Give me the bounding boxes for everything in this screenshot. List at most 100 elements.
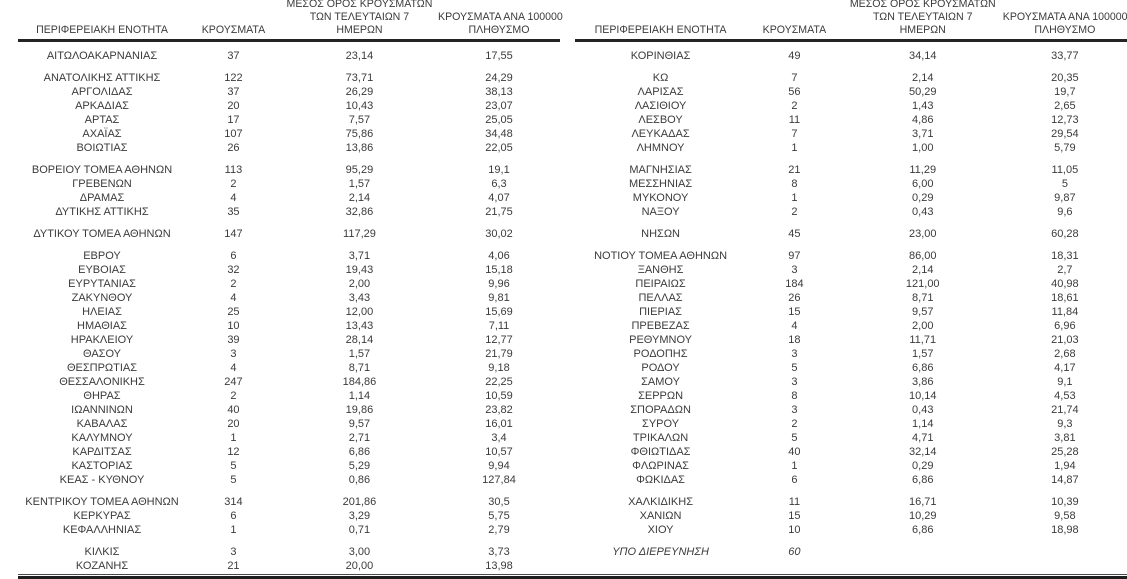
table-row: ΚΕΝΤΡΙΚΟΥ ΤΟΜΕΑ ΑΘΗΝΩΝ 314 201,86 30,5 (18, 495, 560, 509)
table-row: ΖΑΚΥΝΘΟΥ 4 3,43 9,81 (18, 291, 560, 305)
cell-region: ΜΑΓΝΗΣΙΑΣ (629, 164, 692, 176)
cell-avg7: 32,14 (908, 446, 937, 458)
cell-avg7: 10,43 (345, 100, 374, 112)
cell-cases: 184 (785, 278, 804, 290)
cell-per100k: 11,05 (1051, 164, 1079, 176)
cell-region: ΚΕΝΤΡΙΚΟΥ ΤΟΜΕΑ ΑΘΗΝΩΝ (25, 496, 179, 508)
cell-per100k: 15,69 (485, 306, 513, 318)
cell-per100k: 17,55 (485, 50, 513, 62)
cell-region: ΕΥΡΥΤΑΝΙΑΣ (68, 278, 136, 290)
table-row: ΣΥΡΟΥ 2 1,14 9,3 (575, 417, 1127, 431)
cell-cases: 2 (230, 178, 237, 190)
cell-region: ΓΡΕΒΕΝΩΝ (72, 178, 132, 190)
cell-avg7: 1,57 (348, 348, 371, 360)
cell-cases: 15 (788, 306, 801, 318)
cell-cases: 21 (788, 164, 801, 176)
cell-region: ΔΥΤΙΚΗΣ ΑΤΤΙΚΗΣ (55, 206, 149, 218)
cell-per100k: 16,01 (485, 418, 513, 430)
cell-region: ΠΙΕΡΙΑΣ (639, 306, 682, 318)
table-row: ΣΕΡΡΩΝ 8 10,14 4,53 (575, 389, 1127, 403)
cell-per100k: 13,98 (485, 560, 513, 572)
cell-avg7: 1,14 (912, 418, 934, 430)
cell-region: ΚΩ (652, 72, 669, 84)
table-row: ΑΡΤΑΣ 17 7,57 25,05 (18, 113, 560, 127)
table-row: ΤΡΙΚΑΛΩΝ 5 4,71 3,81 (575, 431, 1127, 445)
table-row: ΘΗΡΑΣ 2 1,14 10,59 (18, 389, 560, 403)
cell-per100k: 21,74 (1051, 404, 1079, 416)
cell-cases: 1 (230, 432, 237, 444)
cell-per100k: 18,98 (1051, 524, 1079, 536)
cell-cases: 4 (230, 292, 237, 304)
table-row: ΔΡΑΜΑΣ 4 2,14 4,07 (18, 191, 560, 205)
cell-avg7: 0,43 (912, 404, 934, 416)
cell-per100k: 10,57 (485, 446, 513, 458)
cell-region: ΑΡΚΑΔΙΑΣ (75, 100, 129, 112)
cell-cases: 37 (227, 86, 240, 98)
header-region: ΠΕΡΙΦΕΡΕΙΑΚΗ ΕΝΟΤΗΤΑ (594, 24, 727, 36)
right-table-header: ΠΕΡΙΦΕΡΕΙΑΚΗ ΕΝΟΤΗΤΑ ΚΡΟΥΣΜΑΤΑ ΜΕΣΟΣ ΟΡΟ… (575, 0, 1127, 42)
cell-region: ΚΟΖΑΝΗΣ (75, 560, 129, 572)
table-row: ΧΑΛΚΙΔΙΚΗΣ 11 16,71 10,39 (575, 495, 1127, 509)
cell-cases: 26 (788, 292, 801, 304)
table-row: ΦΩΚΙΔΑΣ 6 6,86 14,87 (575, 473, 1127, 487)
cell-avg7: 0,71 (348, 524, 371, 536)
cell-avg7: 10,14 (908, 390, 937, 402)
table-row: ΛΕΣΒΟΥ 11 4,86 12,73 (575, 113, 1127, 127)
header-avg7: ΜΕΣΟΣ ΟΡΟΣ ΚΡΟΥΣΜΑΤΩΝ ΤΩΝ ΤΕΛΕΥΤΑΙΩΝ 7 Η… (286, 0, 433, 36)
cell-per100k: 12,73 (1051, 114, 1079, 126)
cell-cases: 35 (227, 206, 240, 218)
cell-region: ΡΕΘΥΜΝΟΥ (629, 334, 692, 346)
table-row: ΡΕΘΥΜΝΟΥ 18 11,71 21,03 (575, 333, 1127, 347)
table-row: ΒΟΙΩΤΙΑΣ 26 13,86 22,05 (18, 141, 560, 155)
cell-region: ΚΟΡΙΝΘΙΑΣ (630, 50, 691, 62)
cell-per100k: 7,11 (488, 320, 510, 332)
cell-per100k: 29,54 (1051, 128, 1079, 140)
cell-avg7: 1,00 (912, 142, 934, 154)
cell-cases: 49 (788, 50, 801, 62)
cell-per100k: 21,03 (1051, 334, 1079, 346)
cell-cases: 6 (230, 510, 237, 522)
cell-cases: 21 (227, 560, 240, 572)
cell-region: ΚΑΡΔΙΤΣΑΣ (72, 446, 132, 458)
cell-avg7: 23,00 (908, 228, 937, 240)
table-row: ΗΛΕΙΑΣ 25 12,00 15,69 (18, 305, 560, 319)
cell-avg7: 6,86 (348, 446, 371, 458)
table-row: ΗΜΑΘΙΑΣ 10 13,43 7,11 (18, 319, 560, 333)
cell-region: ΣΠΟΡΑΔΩΝ (630, 404, 691, 416)
cell-cases: 314 (224, 496, 243, 508)
cell-region: ΞΑΝΘΗΣ (637, 264, 684, 276)
cell-per100k: 9,94 (488, 460, 510, 472)
cell-region: ΧΑΝΙΩΝ (639, 510, 682, 522)
cell-region: ΗΡΑΚΛΕΙΟΥ (70, 334, 134, 346)
cell-region: ΒΟΡΕΙΟΥ ΤΟΜΕΑ ΑΘΗΝΩΝ (31, 164, 173, 176)
bottom-rule-thin (18, 574, 1127, 575)
table-row: ΡΟΔΟΠΗΣ 3 1,57 2,68 (575, 347, 1127, 361)
cell-avg7: 95,29 (345, 164, 374, 176)
group-spacer (575, 155, 1127, 163)
table-row: ΝΟΤΙΟΥ ΤΟΜΕΑ ΑΘΗΝΩΝ 97 86,00 18,31 (575, 249, 1127, 263)
cell-region: ΛΗΜΝΟΥ (636, 142, 685, 154)
cell-region: ΠΕΛΛΑΣ (638, 292, 683, 304)
cell-region: ΑΧΑΪΑΣ (82, 128, 122, 140)
cell-cases: 12 (227, 446, 240, 458)
cell-region: ΜΕΣΣΗΝΙΑΣ (628, 178, 693, 190)
cell-avg7: 16,71 (908, 496, 937, 508)
cell-per100k: 4,17 (1054, 362, 1076, 374)
cell-region: ΛΕΥΚΑΔΑΣ (631, 128, 690, 140)
cell-region: ΕΥΒΟΙΑΣ (78, 264, 126, 276)
cell-region: ΠΡΕΒΕΖΑΣ (631, 320, 690, 332)
cell-region: ΝΟΤΙΟΥ ΤΟΜΕΑ ΑΘΗΝΩΝ (594, 250, 728, 262)
cell-avg7: 3,71 (348, 250, 371, 262)
cell-per100k: 15,18 (485, 264, 513, 276)
cell-cases: 3 (791, 264, 798, 276)
cell-cases: 1 (791, 142, 798, 154)
cell-per100k: 34,48 (485, 128, 513, 140)
cell-cases: 2 (791, 206, 798, 218)
cell-region: ΘΑΣΟΥ (82, 348, 122, 360)
cell-cases: 8 (791, 178, 798, 190)
group-spacer (575, 487, 1127, 495)
table-row: ΒΟΡΕΙΟΥ ΤΟΜΕΑ ΑΘΗΝΩΝ 113 95,29 19,1 (18, 163, 560, 177)
cell-region: ΔΥΤΙΚΟΥ ΤΟΜΕΑ ΑΘΗΝΩΝ (33, 228, 171, 240)
cell-avg7: 121,00 (905, 278, 940, 290)
cell-per100k: 10,39 (1051, 496, 1079, 508)
